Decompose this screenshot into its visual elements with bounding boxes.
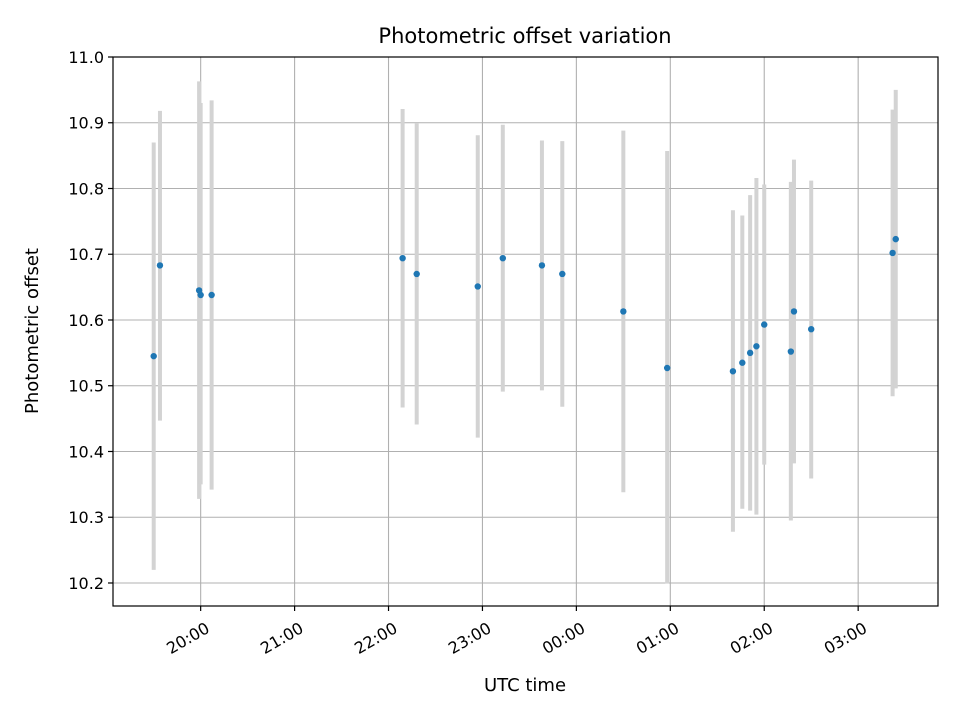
y-tick-label: 10.4 [68, 442, 104, 461]
data-point [197, 291, 204, 299]
data-point [663, 364, 671, 372]
data-point [399, 254, 406, 262]
data-point [559, 270, 566, 278]
y-tick-label: 10.3 [68, 508, 104, 527]
y-tick-label: 10.5 [68, 377, 104, 396]
data-point [761, 321, 768, 328]
x-axis-title: UTC time [484, 675, 566, 696]
y-tick-label: 10.6 [68, 311, 104, 330]
data-point [807, 325, 815, 333]
data-point [892, 235, 899, 243]
plot-area-background [113, 57, 938, 606]
y-tick-label: 10.8 [68, 179, 104, 198]
data-point [156, 262, 164, 269]
data-point [729, 368, 737, 375]
data-point [790, 308, 798, 315]
plot-frame [112, 56, 939, 607]
y-tick-label: 10.2 [68, 574, 104, 593]
data-point [746, 349, 754, 357]
data-point [753, 343, 760, 350]
data-point [739, 359, 746, 366]
y-tick-labels: 10.2 10.3 10.4 10.5 10.6 10.7 10.8 10.9 11.0 [68, 48, 104, 593]
data-point [499, 254, 507, 262]
chart-title: Photometric offset variation [378, 24, 671, 48]
data-point [208, 291, 215, 299]
data-points [150, 235, 899, 375]
data-point [474, 283, 481, 290]
data-point [413, 270, 420, 278]
data-point [538, 262, 546, 269]
data-point [787, 348, 795, 355]
data-point [620, 308, 627, 315]
y-tick-label: 10.7 [68, 245, 104, 264]
y-tick-label: 10.9 [68, 114, 104, 133]
y-tick-label: 11.0 [68, 48, 104, 67]
y-axis-title: Photometric offset [22, 248, 43, 414]
ticks [108, 56, 859, 611]
data-point [150, 352, 157, 360]
data-point [889, 249, 896, 257]
